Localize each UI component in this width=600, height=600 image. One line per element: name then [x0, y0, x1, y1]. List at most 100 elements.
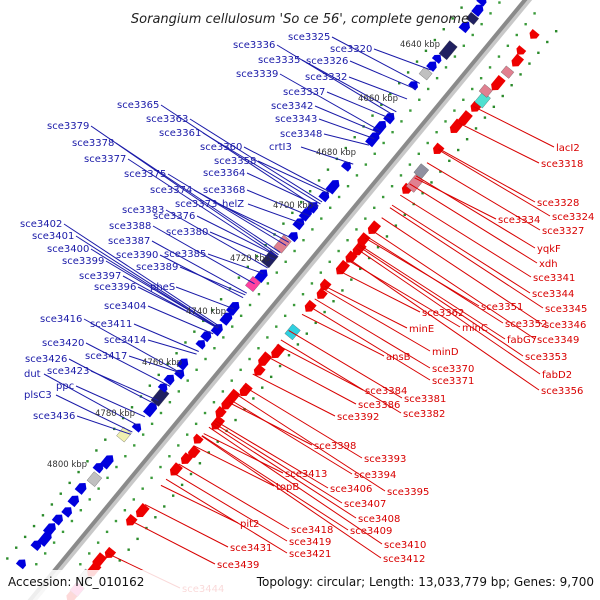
gene-label-forward: sce3385	[164, 249, 206, 260]
label-callout-line	[230, 399, 353, 475]
gene-label-reverse: sce3341	[533, 273, 575, 284]
gene-label-forward: sce3411	[90, 319, 132, 330]
track-dot	[275, 325, 278, 328]
track-dot	[346, 239, 349, 242]
gene-label-forward: sce3360	[200, 142, 242, 153]
track-dot	[216, 440, 219, 443]
gene-label-forward: sce3363	[146, 114, 188, 125]
label-callout-line	[147, 339, 197, 355]
track-dot	[150, 476, 153, 480]
label-callout-line	[314, 105, 380, 134]
label-callout-line	[326, 91, 391, 120]
gene-label-forward: sce3388	[109, 221, 151, 232]
kbp-tick-label: 4780 kbp	[95, 409, 135, 419]
forward-gene	[471, 4, 484, 17]
label-callout-line	[246, 189, 311, 217]
forward-rna-feature	[86, 471, 103, 487]
track-dot	[221, 390, 225, 393]
gene-label-forward: sce3342	[271, 101, 313, 112]
reverse-rna-feature	[284, 323, 301, 341]
gene-label-reverse: sce3345	[545, 304, 587, 315]
label-callout-line	[218, 203, 293, 239]
gene-label-forward: sce3375	[124, 169, 166, 180]
track-dot	[359, 267, 362, 271]
label-callout-line	[318, 118, 375, 140]
track-dot	[96, 541, 100, 544]
track-dot	[444, 120, 447, 123]
track-dot	[95, 449, 98, 452]
forward-gene	[458, 21, 470, 34]
label-callout-line	[409, 183, 538, 264]
gene-label-forward: sce3401	[32, 231, 74, 242]
track-dot	[6, 557, 9, 560]
label-callout-line	[171, 471, 288, 542]
label-callout-line	[288, 330, 403, 399]
track-dot	[222, 336, 225, 339]
gene-label-reverse: sce3327	[542, 226, 584, 237]
label-callout-line	[322, 288, 431, 352]
label-callout-line	[201, 435, 382, 559]
track-dot	[132, 498, 135, 501]
gene-label-forward: sce3332	[305, 72, 347, 83]
track-dot	[275, 271, 278, 274]
track-dot	[239, 314, 243, 317]
track-dot	[471, 33, 474, 37]
label-callout-line	[152, 225, 255, 285]
track-dot	[257, 292, 261, 296]
track-dot	[175, 352, 178, 355]
track-dot	[305, 332, 308, 335]
gene-label-forward: sce3379	[47, 121, 89, 132]
track-dot	[255, 254, 258, 258]
track-dot	[23, 535, 27, 539]
label-callout-line	[151, 240, 248, 294]
label-callout-line	[391, 204, 531, 294]
label-callout-line	[55, 394, 133, 433]
label-callout-line	[165, 478, 288, 554]
map-title: Sorangium cellulosum 'So ce 56', complet…	[131, 12, 469, 27]
track-dot	[329, 206, 332, 209]
track-dot	[180, 483, 184, 487]
kbp-tick-label: 4720 kbp	[230, 254, 270, 264]
track-dot	[70, 519, 74, 523]
track-dot	[184, 341, 187, 344]
gene-label-reverse: yqkF	[537, 244, 561, 255]
gene-label-reverse: sce3408	[358, 514, 400, 525]
gene-label-reverse: sce3410	[384, 540, 426, 551]
reverse-gene	[104, 546, 117, 559]
track-dot	[86, 460, 89, 463]
track-dot	[344, 146, 347, 150]
gene-label-forward: sce3336	[233, 40, 275, 51]
label-callout-line	[85, 342, 171, 387]
label-callout-line	[133, 323, 199, 352]
reverse-rna-feature	[478, 84, 493, 98]
track-dot	[554, 30, 558, 33]
track-dot	[148, 384, 152, 387]
track-dot	[166, 362, 169, 366]
track-dot	[97, 487, 100, 490]
forward-gene	[131, 423, 142, 433]
reverse-gene	[227, 388, 241, 403]
gene-label-forward: sce3348	[280, 129, 322, 140]
track-dot	[168, 455, 171, 458]
track-dot	[278, 364, 282, 368]
gene-label-forward: sce3417	[85, 351, 127, 362]
track-dot	[171, 494, 175, 497]
gene-label-reverse: sce3419	[289, 537, 331, 548]
label-callout-line	[301, 313, 385, 357]
gene-label-forward: ppc	[56, 381, 74, 392]
label-callout-line	[356, 248, 541, 375]
gene-label-forward: sce3436	[33, 411, 75, 422]
label-callout-line	[203, 433, 284, 474]
track-dot	[373, 152, 376, 155]
label-callout-line	[175, 286, 235, 310]
gene-label-forward: sce3416	[40, 314, 82, 325]
label-callout-line	[301, 59, 397, 113]
label-callout-line	[347, 258, 540, 391]
reverse-gene	[211, 415, 226, 430]
track-dot	[364, 217, 367, 220]
forward-gene	[74, 483, 87, 495]
reverse-gene	[193, 433, 204, 444]
track-dot	[163, 505, 166, 508]
track-dot	[168, 401, 172, 404]
reverse-gene	[125, 513, 138, 526]
